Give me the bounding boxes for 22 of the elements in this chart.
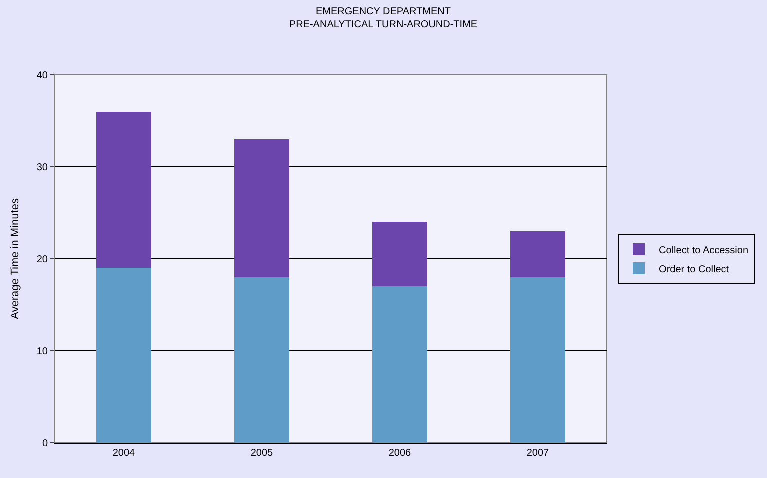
legend-label: Collect to Accession — [659, 245, 749, 256]
x-tick-label: 2007 — [526, 448, 550, 459]
y-tick-label: 30 — [36, 162, 48, 174]
bar — [96, 268, 152, 443]
x-tick-label: 2005 — [250, 448, 274, 459]
bar — [372, 286, 428, 443]
bar — [372, 222, 428, 287]
bar — [234, 277, 290, 443]
y-tick-label: 10 — [36, 346, 48, 358]
legend-label: Order to Collect — [659, 264, 730, 276]
y-tick-label: 0 — [42, 438, 48, 450]
x-tick-label: 2004 — [112, 448, 136, 459]
y-tick-label: 40 — [36, 70, 48, 82]
chart-subtitle: PRE-ANALYTICAL TURN-AROUND-TIME — [289, 19, 478, 30]
bar — [510, 277, 566, 443]
chart-title: EMERGENCY DEPARTMENT — [316, 6, 452, 18]
bar — [234, 139, 290, 278]
x-tick-label: 2006 — [388, 448, 412, 459]
y-axis-title: Average Time in Minutes — [10, 198, 22, 320]
bar — [510, 231, 566, 278]
bar — [96, 112, 152, 268]
y-tick-label: 20 — [36, 254, 48, 266]
